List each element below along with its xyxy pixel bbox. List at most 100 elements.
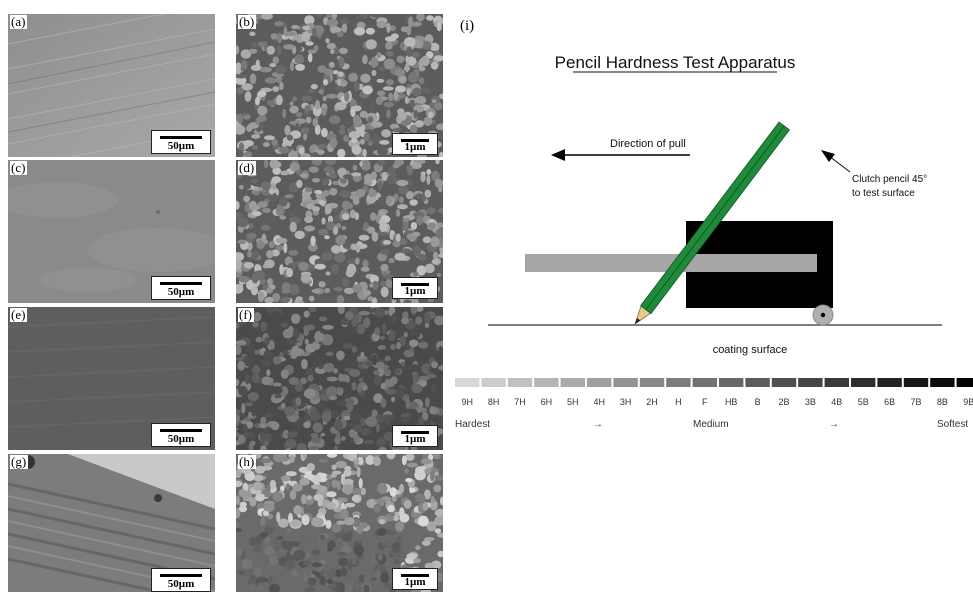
grade-label: F (702, 397, 708, 407)
sem-panel-a: (a) 50µm (8, 14, 215, 157)
sem-image-d (236, 160, 443, 303)
pencil-callout-head (821, 150, 835, 162)
scale-bar-line (401, 139, 429, 142)
grade-label: 6B (884, 397, 895, 407)
grade-swatch (692, 378, 717, 387)
grade-swatch (455, 378, 480, 387)
sem-image-f (236, 307, 443, 450)
pencil-hardness-diagram: Pencil Hardness Test Apparatus Direction… (455, 53, 973, 430)
scale-bar: 50µm (151, 423, 211, 447)
scale-bar-line (160, 574, 202, 577)
panel-label: (d) (238, 160, 257, 175)
grade-label: 7B (910, 397, 921, 407)
grade-swatch (507, 378, 533, 387)
panel-label: (g) (10, 454, 29, 469)
pencil-lead (635, 318, 641, 324)
scale-bar: 50µm (151, 276, 211, 300)
grade-label: 9H (461, 397, 473, 407)
scale-bar: 50µm (151, 568, 211, 592)
sem-panel-h: (h) 1µm (236, 454, 443, 592)
grade-swatch (534, 378, 559, 387)
scale-bar-label: 1µm (404, 576, 426, 588)
scale-bar-line (401, 283, 429, 286)
scale-arrow-1: → (593, 419, 603, 430)
scale-bar-label: 50µm (167, 578, 195, 590)
wheel-hub (820, 312, 826, 318)
grade-label: 4H (593, 397, 605, 407)
scale-bar-line (160, 136, 202, 139)
scale-arrow-2: → (829, 419, 839, 430)
grade-swatch (560, 378, 585, 387)
grade-label: HB (725, 397, 738, 407)
hardness-scale-labels: 9H 8H 7H 6H 5H 4H 3H 2H H F HB B 2B 3B 4B 5B 6B 7B 8B 9B (461, 397, 973, 407)
grade-swatch (666, 378, 691, 387)
scale-right-label: Softest (937, 419, 968, 430)
scale-bar-line (401, 431, 429, 434)
grade-swatch (481, 378, 506, 387)
grade-swatch (930, 378, 955, 387)
scale-mid-label: Medium (693, 419, 729, 430)
grade-label: H (675, 397, 682, 407)
sem-panel-e: (e) 50µm (8, 307, 215, 450)
grade-swatch (613, 378, 638, 387)
scale-bar-line (160, 429, 202, 432)
pencil-label-line1: Clutch pencil 45° (852, 174, 927, 185)
sem-panel-f: (f) 1µm (236, 307, 443, 450)
grade-swatch (903, 378, 929, 387)
hardness-scale-swatches (455, 378, 973, 387)
scale-bar-label: 50µm (167, 286, 195, 298)
diagram-title: Pencil Hardness Test Apparatus (555, 53, 796, 72)
grade-swatch (719, 378, 744, 387)
scale-bar: 1µm (392, 277, 438, 299)
grade-label: B (755, 397, 761, 407)
clutch-pencil (634, 121, 791, 326)
grade-swatch (587, 378, 612, 387)
grade-label: 8H (488, 397, 500, 407)
sem-panel-d: (d) 1µm (236, 160, 443, 303)
scale-left-label: Hardest (455, 419, 490, 430)
scale-bar-label: 1µm (404, 285, 426, 297)
scale-bar-label: 50µm (167, 433, 195, 445)
panel-label: (c) (10, 160, 28, 175)
grade-swatch (639, 378, 665, 387)
grade-label: 8B (937, 397, 948, 407)
sem-panel-c: (c) 50µm (8, 160, 215, 303)
grade-label: 5H (567, 397, 579, 407)
pencil-callout-line (828, 155, 851, 173)
grade-label: 2B (778, 397, 789, 407)
grade-swatch (851, 378, 876, 387)
scale-bar-line (401, 574, 429, 577)
guide-rod (525, 254, 817, 272)
grade-label: 6H (541, 397, 553, 407)
panel-label: (f) (238, 307, 254, 322)
scale-bar-label: 50µm (167, 140, 195, 152)
surface-label: coating surface (713, 344, 788, 356)
scale-bar: 1µm (392, 133, 438, 155)
scale-bar: 1µm (392, 425, 438, 447)
scale-bar: 50µm (151, 130, 211, 154)
panel-label: (e) (10, 307, 28, 322)
scale-bar-label: 1µm (404, 141, 426, 153)
pencil-label-line2: to test surface (852, 188, 915, 199)
scale-bar-label: 1µm (404, 433, 426, 445)
grade-swatch (956, 378, 973, 387)
direction-label: Direction of pull (610, 138, 686, 150)
scale-bar: 1µm (392, 568, 438, 590)
grade-swatch (824, 378, 849, 387)
sem-image-a (8, 14, 215, 157)
grade-label: 2H (646, 397, 658, 407)
scale-bar-line (160, 282, 202, 285)
panel-label: (a) (10, 14, 28, 29)
grade-label: 4B (831, 397, 842, 407)
grade-label: 3B (805, 397, 816, 407)
panel-label: (b) (238, 14, 257, 29)
sem-panel-g: (g) 50µm (8, 454, 215, 592)
sem-panel-b: (b) 1µm (236, 14, 443, 157)
grade-label: 7H (514, 397, 526, 407)
panel-label-i: (i) (460, 18, 475, 34)
pencil-stripe (645, 125, 785, 310)
grade-swatch (798, 378, 823, 387)
grade-swatch (771, 378, 797, 387)
grade-label: 3H (620, 397, 632, 407)
panel-label: (h) (238, 454, 257, 469)
